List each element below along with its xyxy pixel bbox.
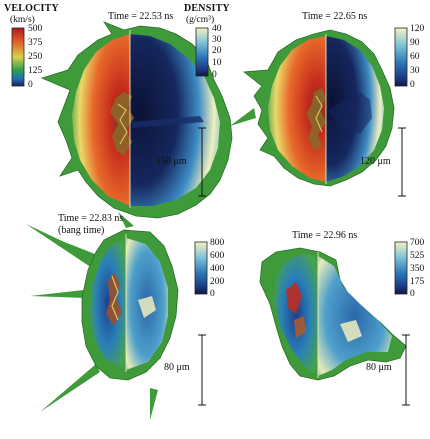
density-colorbar-4 [394,241,408,295]
panel-1-scale-label: 150 μm [156,156,187,167]
panel-1-tick: 0 [212,70,217,80]
velocity-colorbar [11,27,25,87]
panel-1-tick: 20 [212,46,222,56]
panel-1-rendering [40,21,233,219]
velocity-tick: 375 [28,38,43,48]
density-unit: (g/cm³) [186,15,215,25]
panel-2-tick: 30 [410,66,420,76]
panel-4-tick: 350 [410,264,425,274]
panel-3-tick: 600 [210,251,225,261]
panel-4-tick: 700 [410,238,425,248]
density-colorbar-2 [394,27,408,87]
panel-3-scale-label: 80 μm [164,362,190,373]
velocity-tick: 250 [28,52,43,62]
panel-1-tick: 40 [212,24,222,34]
panel-1-tick: 30 [212,35,222,45]
panel-4-rendering [259,247,407,381]
panel-2-time: Time = 22.65 ns [302,11,368,22]
panel-3-tick: 400 [210,264,225,274]
panel-4-tick: 175 [410,277,425,287]
scale-bar-4 [402,334,410,406]
panel-2-rendering [230,29,395,187]
panel-4-tick: 0 [410,289,415,299]
panel-2-tick: 60 [410,52,420,62]
velocity-tick: 0 [28,80,33,90]
panel-2-tick: 120 [410,24,425,34]
velocity-tick: 500 [28,24,43,34]
panel-1-tick: 10 [212,58,222,68]
panel-3-tick: 800 [210,238,225,248]
panel-4-scale-label: 80 μm [366,362,392,373]
panel-4-tick: 525 [410,251,425,261]
panel-4-time: Time = 22.96 ns [292,230,358,241]
density-colorbar-1 [195,27,209,77]
panel-2-tick: 90 [410,38,420,48]
velocity-unit: (km/s) [10,15,35,25]
scale-bar-1 [198,127,206,197]
velocity-title: VELOCITY [4,3,59,14]
panel-1-time: Time = 22.53 ns [108,11,174,22]
scale-bar-2 [398,127,406,197]
panel-2-tick: 0 [410,80,415,90]
panel-3-subtitle: (bang time) [58,225,105,236]
density-title: DENSITY [184,3,230,14]
panel-3-time: Time = 22.83 ns [58,213,124,224]
velocity-tick: 125 [28,66,43,76]
panel-3-tick: 0 [210,289,215,299]
panel-2-scale-label: 120 μm [360,156,391,167]
panel-3-tick: 200 [210,277,225,287]
scale-bar-3 [198,334,206,406]
density-colorbar-3 [194,241,208,295]
panel-3-rendering [26,212,179,420]
